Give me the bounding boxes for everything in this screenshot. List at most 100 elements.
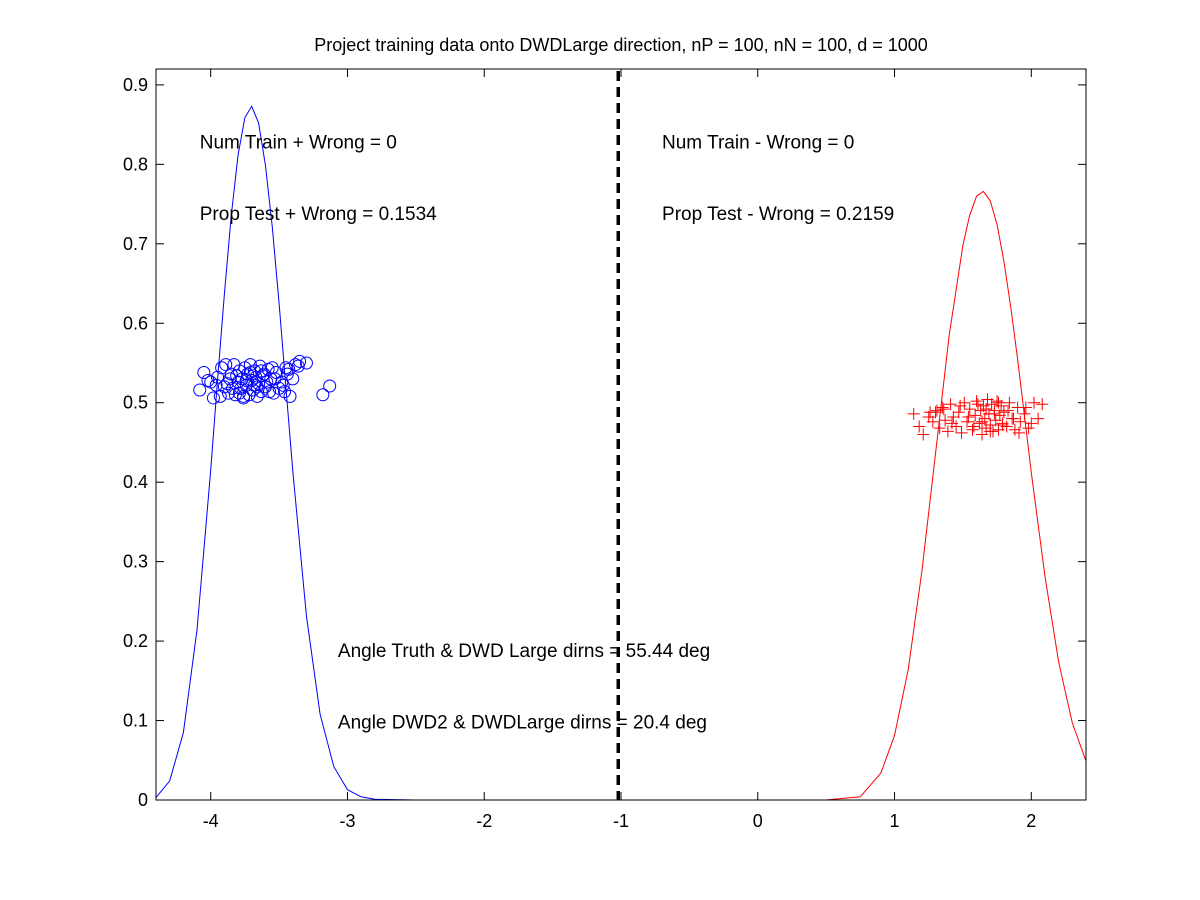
y-tick-label: 0.5	[123, 393, 148, 413]
annotation-text: Prop Test - Wrong = 0.2159	[662, 204, 894, 225]
data-point-plus	[1036, 398, 1049, 411]
y-tick-label: 0.9	[123, 75, 148, 95]
data-point-circle	[211, 370, 225, 384]
data-point-circle	[291, 359, 305, 373]
data-point-plus	[976, 428, 989, 441]
data-point-circle	[299, 356, 313, 370]
data-point-plus	[996, 418, 1009, 431]
annotation-text: Num Train - Wrong = 0	[662, 132, 854, 153]
data-point-plus	[995, 399, 1008, 412]
data-point-plus	[1018, 407, 1031, 420]
density-curve-1	[764, 190, 1087, 801]
data-point-plus	[988, 407, 1001, 420]
data-point-plus	[1003, 396, 1016, 409]
annotation-text: Angle Truth & DWD Large dirns = 55.44 de…	[338, 641, 710, 662]
data-point-plus	[1022, 422, 1035, 435]
data-point-plus	[961, 415, 974, 428]
x-tick-label: -1	[613, 811, 629, 831]
data-point-plus	[939, 414, 952, 427]
data-point-circle	[289, 358, 302, 372]
data-point-plus	[937, 403, 950, 416]
data-point-circle	[293, 354, 307, 368]
data-point-plus	[944, 398, 957, 411]
x-tick-label: -2	[476, 811, 492, 831]
data-point-plus	[1032, 412, 1045, 425]
x-tick-label: 0	[753, 811, 763, 831]
data-point-circle	[263, 385, 277, 399]
data-point-circle	[226, 381, 240, 395]
data-point-plus	[955, 426, 968, 439]
chart-title: Project training data onto DWDLarge dire…	[314, 35, 928, 55]
data-point-circle	[323, 379, 337, 393]
data-point-plus	[1028, 396, 1041, 409]
y-axis: 0 0.1 0.2 0.3 0.4 0.5 0.6 0.7 0.8 0.9	[123, 75, 1086, 810]
data-point-circle	[253, 359, 267, 373]
y-tick-label: 0	[138, 790, 148, 810]
data-point-plus	[976, 415, 989, 428]
data-point-plus	[941, 425, 954, 438]
data-point-circle	[247, 378, 261, 392]
data-point-plus	[936, 401, 949, 414]
data-point-circle	[280, 367, 294, 381]
data-point-circle	[254, 364, 268, 378]
data-point-circle	[282, 362, 296, 376]
y-tick-label: 0.6	[123, 313, 148, 333]
data-point-plus	[933, 422, 946, 435]
data-point-plus	[907, 407, 920, 420]
data-point-circle	[276, 378, 290, 392]
y-tick-label: 0.3	[123, 552, 148, 572]
x-tick-label: -4	[203, 811, 219, 831]
data-point-plus	[913, 420, 926, 433]
data-point-circle	[242, 388, 256, 402]
data-point-plus	[980, 403, 993, 416]
data-point-plus	[954, 399, 967, 412]
x-tick-label: -3	[339, 811, 355, 831]
data-point-circle	[224, 367, 238, 381]
x-tick-label: 2	[1026, 811, 1036, 831]
data-point-plus	[926, 415, 939, 428]
data-point-circle	[221, 386, 235, 400]
annotations: Num Train + Wrong = 0 Prop Test + Wrong =…	[200, 132, 894, 733]
data-point-circle	[219, 358, 233, 372]
data-point-circle	[223, 372, 237, 386]
data-point-circle	[193, 383, 207, 397]
data-point-plus	[1014, 415, 1027, 428]
y-tick-label: 0.2	[123, 631, 148, 651]
data-point-circle	[215, 361, 229, 375]
y-tick-label: 0.1	[123, 711, 148, 731]
data-point-plus	[930, 404, 943, 417]
data-point-circle	[283, 389, 297, 403]
data-point-plus	[977, 399, 990, 412]
plot-area-frame	[155, 68, 1087, 801]
data-point-plus	[984, 425, 997, 438]
data-point-plus	[947, 411, 960, 424]
data-point-plus	[1002, 404, 1015, 417]
annotation-text: Prop Test + Wrong = 0.1534	[200, 204, 437, 225]
data-points	[193, 354, 1049, 441]
data-point-circle	[204, 375, 218, 389]
data-point-plus	[963, 403, 976, 416]
data-point-plus	[985, 398, 998, 411]
data-point-circle	[206, 391, 220, 405]
data-point-plus	[924, 406, 937, 419]
density-curve-0	[155, 105, 471, 801]
data-point-plus	[917, 428, 930, 441]
data-point-plus	[970, 395, 983, 408]
annotation-text: Angle DWD2 & DWDLarge dirns = 20.4 deg	[338, 712, 707, 733]
y-tick-label: 0.8	[123, 154, 148, 174]
annotation-text: Num Train + Wrong = 0	[200, 132, 397, 153]
data-point-plus	[962, 411, 975, 424]
data-point-circle	[232, 386, 246, 400]
data-point-plus	[945, 417, 958, 430]
data-point-plus	[974, 404, 987, 417]
data-point-plus	[952, 406, 965, 419]
density-curves	[155, 105, 1087, 801]
data-point-circle	[279, 361, 293, 375]
data-point-circle	[197, 366, 211, 380]
data-point-circle	[316, 388, 330, 402]
data-point-circle	[213, 389, 227, 403]
data-point-circle	[201, 373, 215, 387]
data-point-plus	[1019, 401, 1032, 414]
data-point-circle	[243, 366, 257, 380]
